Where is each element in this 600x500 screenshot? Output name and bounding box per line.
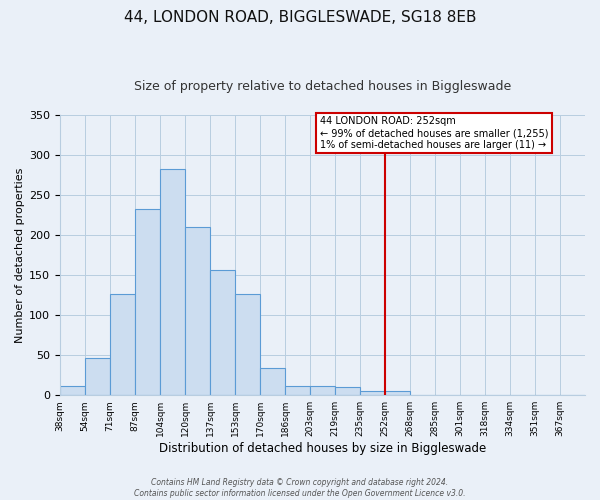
Text: Contains HM Land Registry data © Crown copyright and database right 2024.
Contai: Contains HM Land Registry data © Crown c… <box>134 478 466 498</box>
Title: Size of property relative to detached houses in Biggleswade: Size of property relative to detached ho… <box>134 80 511 93</box>
Bar <box>210 270 235 395</box>
Bar <box>385 391 410 395</box>
Bar <box>260 368 285 395</box>
Bar <box>160 168 185 395</box>
Bar <box>60 386 85 395</box>
Text: 44, LONDON ROAD, BIGGLESWADE, SG18 8EB: 44, LONDON ROAD, BIGGLESWADE, SG18 8EB <box>124 10 476 25</box>
X-axis label: Distribution of detached houses by size in Biggleswade: Distribution of detached houses by size … <box>159 442 486 455</box>
Y-axis label: Number of detached properties: Number of detached properties <box>15 168 25 343</box>
Bar <box>285 386 310 395</box>
Bar <box>85 358 110 395</box>
Bar <box>335 387 360 395</box>
Bar <box>185 227 210 395</box>
Bar <box>360 391 385 395</box>
Bar <box>235 294 260 395</box>
Bar <box>135 210 160 395</box>
Bar <box>110 294 135 395</box>
Text: 44 LONDON ROAD: 252sqm
← 99% of detached houses are smaller (1,255)
1% of semi-d: 44 LONDON ROAD: 252sqm ← 99% of detached… <box>320 116 548 150</box>
Bar <box>310 386 335 395</box>
